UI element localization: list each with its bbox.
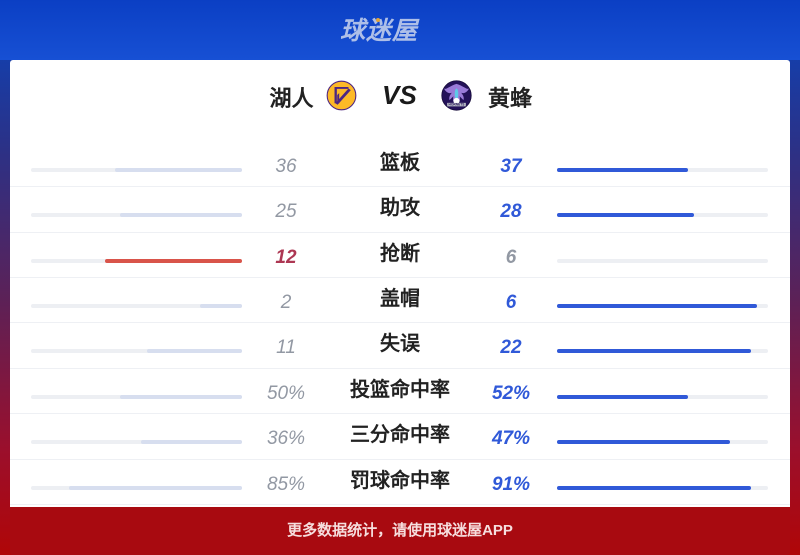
svg-text:HORNETS: HORNETS: [449, 103, 466, 107]
